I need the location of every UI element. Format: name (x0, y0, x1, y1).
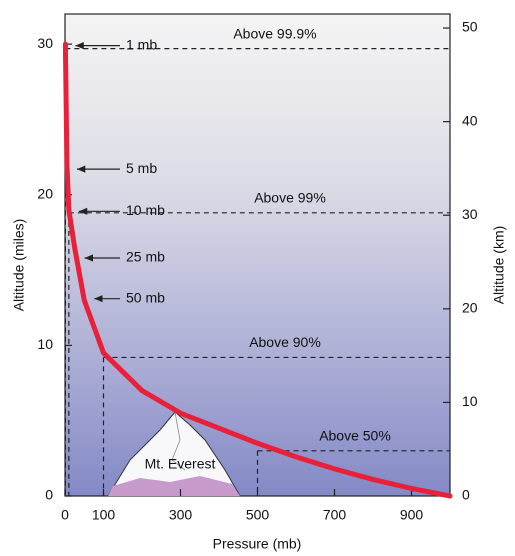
y2-tick-label: 20 (462, 300, 478, 316)
mountain: Mt. Everest (107, 411, 241, 497)
pressure-label: 50 mb (126, 289, 165, 305)
y2-tick-label: 30 (462, 206, 478, 222)
y-tick-label: 30 (37, 35, 53, 51)
level-label: Above 99.9% (233, 25, 316, 41)
y2-tick-label: 40 (462, 112, 478, 128)
y-tick-label: 0 (45, 487, 53, 503)
level-label: Above 90% (249, 334, 321, 350)
y-axis-title: Altitude (miles) (11, 219, 27, 312)
y2-axis-title: Altitude (km) (491, 226, 507, 305)
x-tick-label: 500 (246, 507, 270, 523)
pressure-curve (62, 41, 453, 499)
pressure-label: 10 mb (126, 202, 165, 218)
x-tick-label: 0 (61, 507, 69, 523)
pressure-label: 25 mb (126, 249, 165, 265)
y-tick-label: 10 (37, 336, 53, 352)
pressure-label: 1 mb (126, 36, 157, 52)
y2-tick-label: 50 (462, 19, 478, 35)
x-tick-label: 900 (400, 507, 424, 523)
x-axis-title: Pressure (mb) (213, 536, 302, 552)
plot-area (64, 13, 451, 497)
y2-tick-label: 10 (462, 393, 478, 409)
y-tick-label: 20 (37, 185, 53, 201)
annotation: Mt. Everest (145, 456, 216, 472)
y2-tick-label: 0 (462, 487, 470, 503)
x-tick-label: 300 (169, 507, 193, 523)
pressure-label: 5 mb (126, 160, 157, 176)
level-label: Above 99% (254, 190, 326, 206)
x-tick-label: 100 (92, 507, 116, 523)
x-tick-label: 700 (323, 507, 347, 523)
level-label: Above 50% (319, 428, 391, 444)
